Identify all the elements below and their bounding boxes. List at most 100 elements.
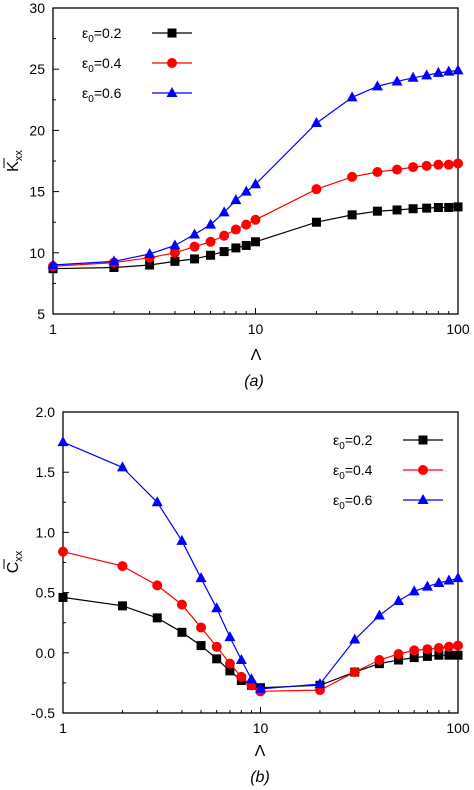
y-axis-label-sub-a: xx	[13, 150, 25, 162]
data-point-b-1-15	[422, 644, 433, 655]
data-point-b-1-2	[152, 580, 163, 591]
legend-marker-a-2	[166, 87, 178, 97]
data-point-b-0-17	[444, 650, 454, 660]
legend-label-b-1: ε0=0.4	[333, 462, 373, 482]
data-point-b-0-5	[212, 654, 222, 664]
y-axis-label-b: Cxx	[3, 550, 25, 574]
data-point-a-0-5	[206, 250, 216, 260]
data-point-b-1-13	[393, 649, 404, 660]
data-point-a-1-13	[392, 164, 403, 175]
data-point-b-2-17	[443, 574, 455, 585]
data-point-a-2-17	[443, 65, 455, 76]
series-b	[57, 436, 464, 697]
legend-label-b-2: ε0=0.6	[333, 492, 373, 512]
legend-label-sub-b-0: 0	[339, 441, 345, 452]
data-point-b-2-10	[314, 678, 326, 689]
data-point-a-2-1	[108, 255, 120, 266]
svg-text:Kxx: Kxx	[5, 150, 25, 172]
data-point-a-0-17	[444, 203, 454, 213]
y-tick-label-b-5: 2.0	[36, 404, 56, 420]
legend-marker-a-1	[167, 58, 177, 68]
legend-b: ε0=0.2 ε0=0.4 ε0=0.6	[333, 432, 443, 512]
data-point-a-0-2	[145, 260, 155, 270]
data-point-a-2-8	[240, 185, 252, 196]
data-point-a-1-10	[311, 184, 322, 195]
data-point-b-0-6	[225, 666, 235, 676]
legend-label-main-b-1: ε	[333, 462, 339, 478]
legend-label-main-b-0: ε	[333, 432, 339, 448]
y-tick-label-a-5: 30	[29, 0, 45, 16]
data-point-a-2-5	[205, 218, 217, 229]
data-point-b-2-13	[393, 595, 405, 606]
data-point-a-0-11	[347, 210, 357, 220]
y-axis-label-a: Kxx	[3, 150, 25, 172]
y-tick-label-a-1: 10	[29, 245, 45, 261]
y-tick-label-b-3: 1.0	[36, 524, 56, 540]
legend-marker-a-0	[167, 28, 177, 38]
data-point-a-0-15	[422, 203, 432, 213]
data-point-b-0-1	[117, 601, 127, 611]
legend-label-main-b-2: ε	[333, 492, 339, 508]
x-tick-label-b-0: 1	[59, 720, 67, 736]
legend-label-value-a-1: =0.4	[94, 55, 122, 71]
data-point-a-0-10	[311, 217, 321, 227]
data-point-b-0-2	[152, 613, 162, 623]
data-point-a-1-12	[372, 167, 383, 178]
data-point-a-1-9	[250, 214, 261, 225]
legend-marker-b-0	[418, 435, 428, 445]
data-point-a-0-13	[392, 205, 402, 215]
x-tick-label-b-1: 10	[253, 720, 269, 736]
data-point-a-2-4	[189, 228, 201, 239]
series-line-b-1	[62, 551, 459, 692]
data-point-b-2-3	[176, 534, 188, 545]
data-point-a-2-0	[47, 259, 59, 270]
data-point-b-0-18	[453, 650, 463, 660]
data-point-a-2-16	[432, 66, 444, 77]
y-axis-label-main-a: K	[5, 161, 22, 172]
data-point-a-1-8	[241, 219, 252, 230]
data-point-a-2-14	[407, 71, 419, 82]
data-point-b-1-4	[196, 622, 207, 633]
data-point-b-0-3	[177, 627, 187, 637]
legend-marker-b-1	[418, 465, 428, 475]
data-point-b-2-12	[373, 609, 385, 620]
x-axis-label-a: Λ	[251, 347, 262, 364]
data-point-b-2-14	[408, 585, 420, 596]
panel-b: -0.50.00.51.01.52.01 10 100 ε0=0.2ε0=0.4ε0…	[3, 404, 470, 786]
series-a	[47, 64, 464, 274]
data-point-a-0-12	[372, 206, 382, 216]
data-point-a-2-11	[346, 91, 358, 102]
data-point-a-1-7	[230, 224, 241, 235]
x-axis-label-b: Λ	[255, 743, 266, 760]
data-point-b-1-16	[433, 642, 444, 653]
data-point-b-2-9	[255, 682, 266, 693]
data-point-b-1-17	[443, 641, 454, 652]
legend-label-main-a-0: ε	[82, 25, 88, 41]
y-axis-label-main-b: C	[5, 562, 22, 574]
y-tick-label-a-2: 15	[29, 184, 45, 200]
ticks-b: -0.5 0.0 0.5 1.0 1.5 2.0 1 10 100	[31, 404, 470, 736]
data-point-a-1-15	[421, 160, 432, 171]
x-tick-label-a-2: 100	[446, 321, 470, 337]
legend-marker-b-2	[417, 494, 429, 504]
data-point-a-2-3	[169, 239, 181, 250]
data-point-a-2-6	[218, 206, 230, 217]
legend-label-value-a-0: =0.2	[94, 25, 122, 41]
y-tick-label-a-0: 5	[37, 306, 45, 322]
data-point-a-0-14	[408, 204, 418, 214]
data-point-a-0-18	[453, 202, 463, 212]
data-point-b-2-0	[57, 436, 69, 447]
data-point-b-1-14	[409, 645, 420, 656]
legend-label-a-1: ε0=0.4	[82, 55, 122, 75]
data-point-a-1-4	[189, 241, 200, 252]
legend-label-main-a-1: ε	[82, 55, 88, 71]
legend-label-b-0: ε0=0.2	[333, 432, 373, 452]
data-point-a-0-3	[170, 256, 180, 266]
data-point-b-2-1	[116, 461, 128, 472]
legend-a: ε0=0.2ε0=0.4ε0=0.6	[82, 25, 192, 105]
ticks-a: 5 10 15 20 25 30 1 10 100	[29, 0, 469, 337]
legend-label-value-a-2: =0.6	[94, 85, 122, 101]
data-point-b-1-12	[374, 655, 385, 666]
